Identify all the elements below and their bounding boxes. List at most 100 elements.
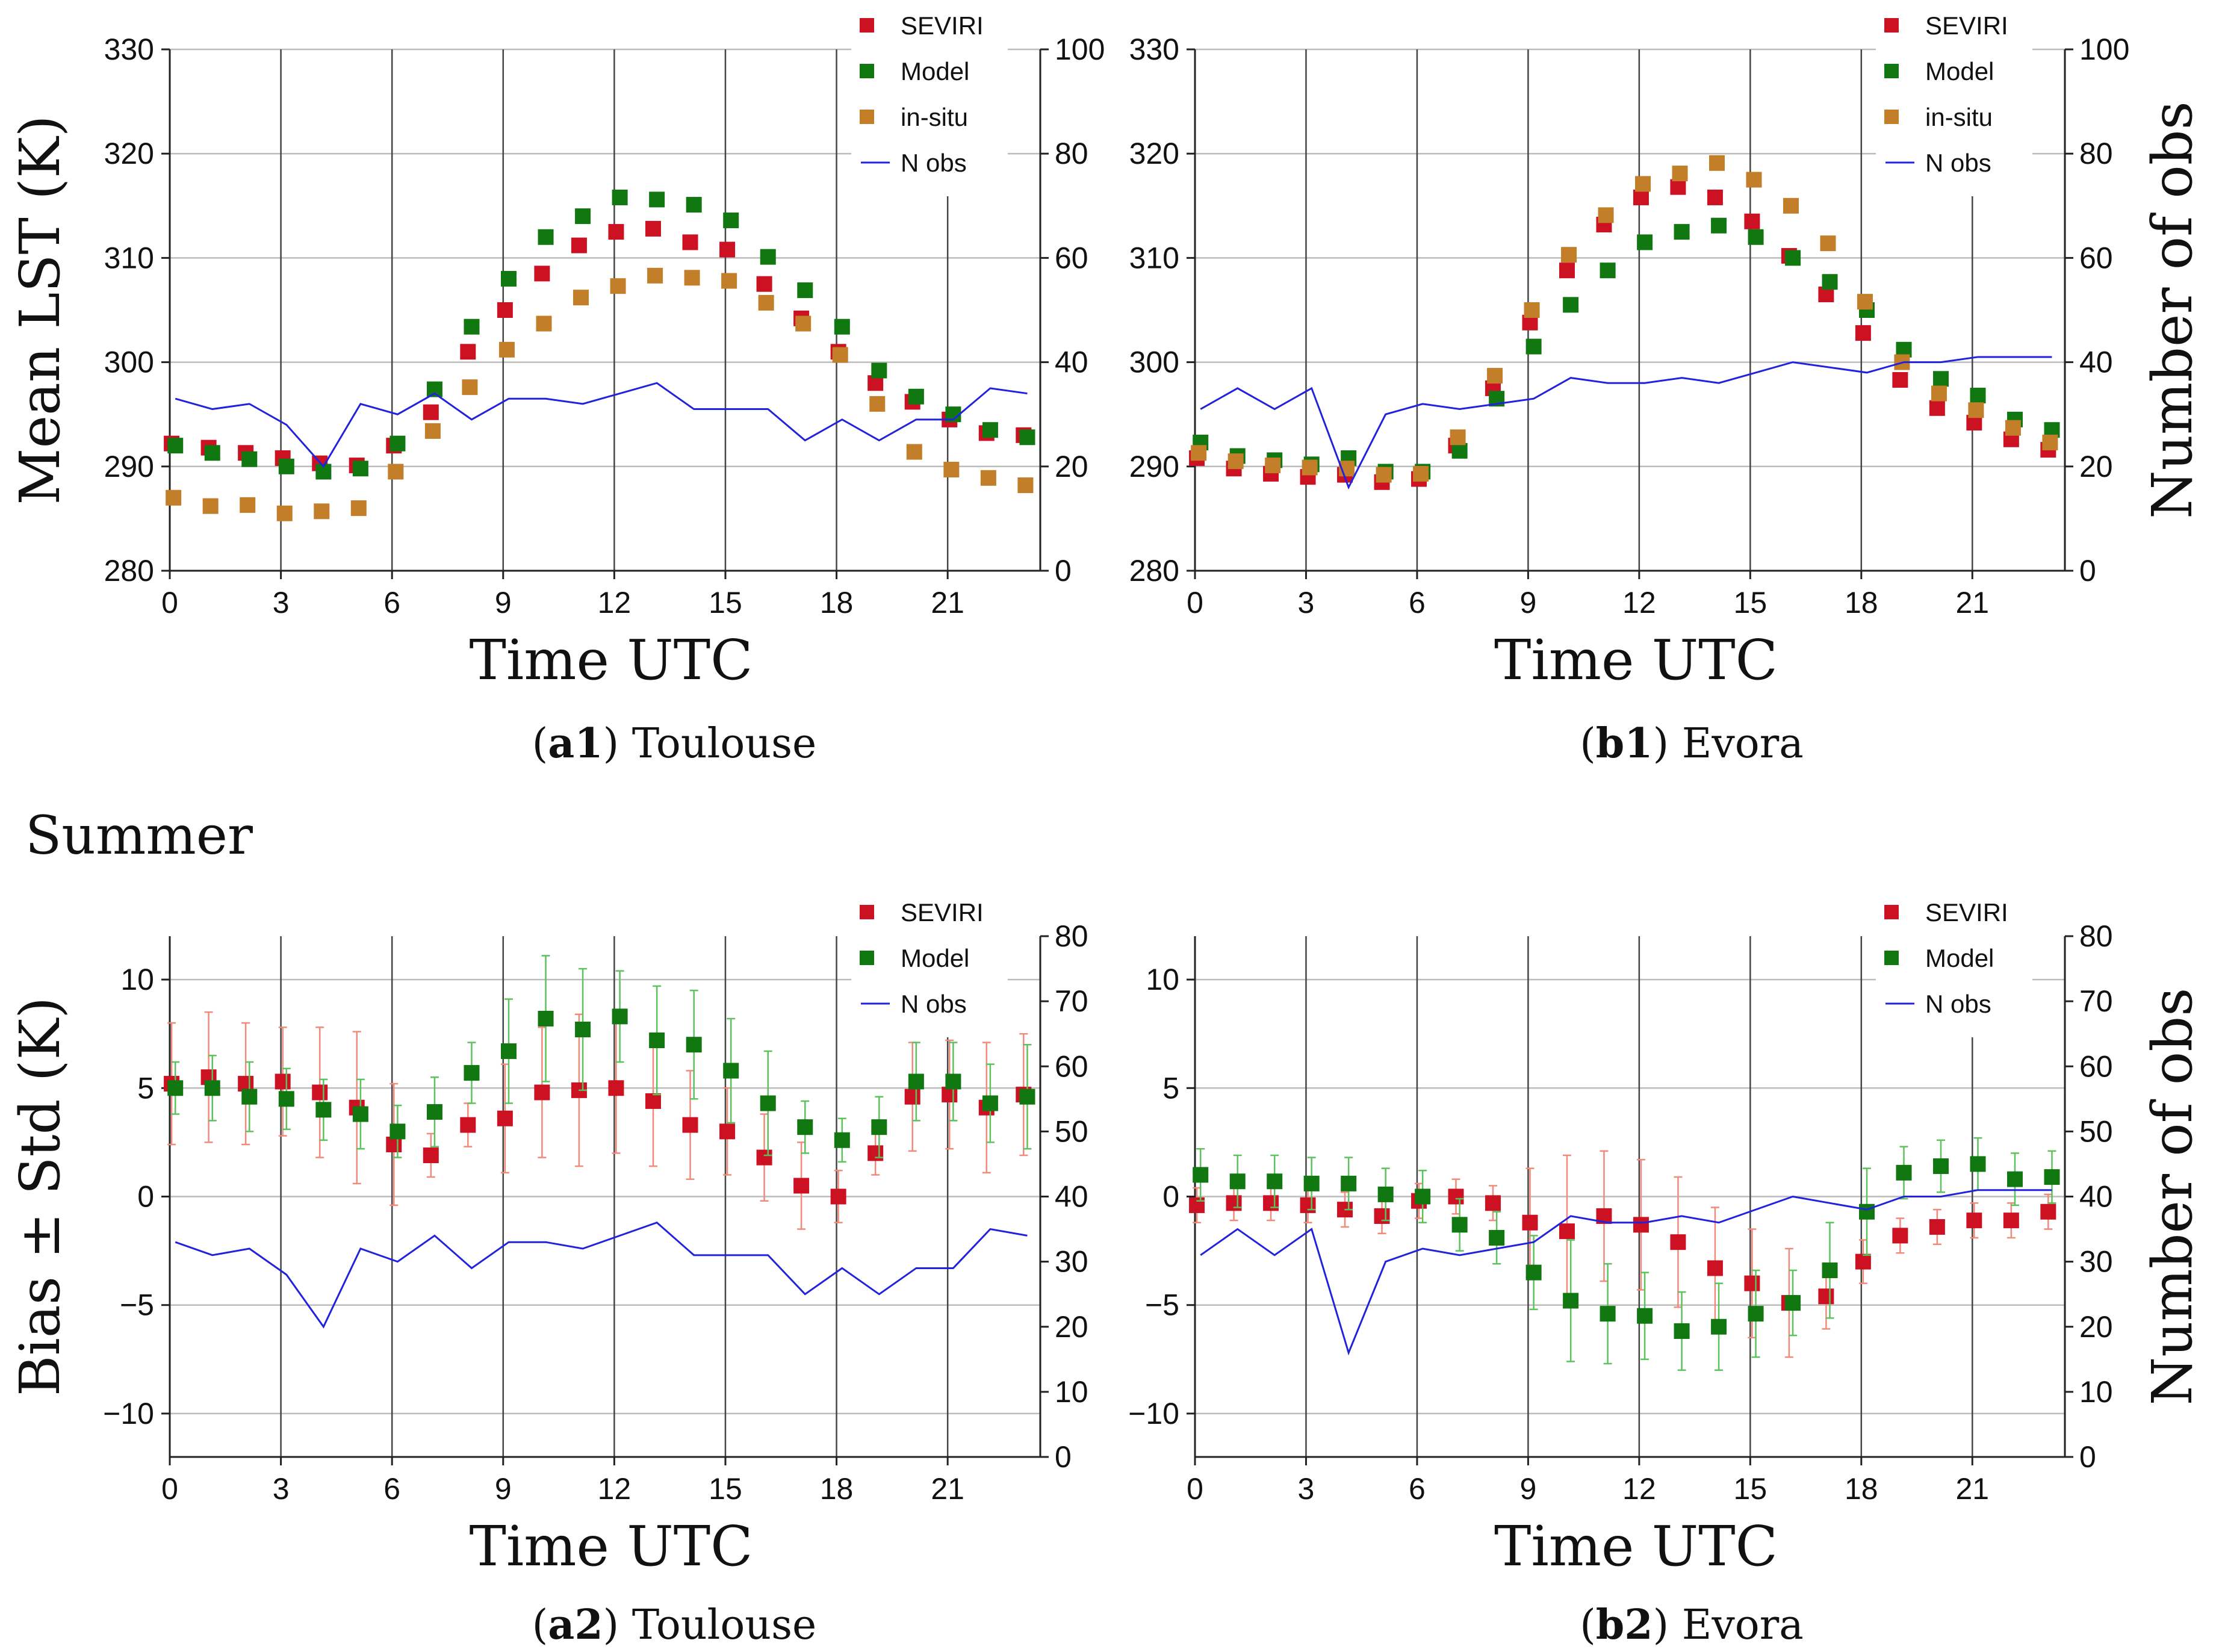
y2-tick-label: 70: [2079, 984, 2113, 1018]
x-tick-label: 6: [1409, 1472, 1426, 1506]
data-point-model: [1341, 1175, 1357, 1191]
nobs-line: [175, 1222, 1028, 1329]
data-point-seviri: [1892, 1228, 1908, 1244]
caption-label: a1: [548, 719, 603, 768]
data-point-model: [797, 1119, 813, 1135]
data-point-model: [2044, 1169, 2060, 1185]
data-point-insitu: [906, 444, 922, 460]
data-point-seviri: [534, 266, 550, 282]
data-point-insitu: [1857, 294, 1873, 310]
data-point-insitu: [388, 464, 404, 480]
data-point-seviri: [1226, 1195, 1242, 1211]
data-point-seviri: [1559, 1223, 1575, 1240]
x-axis-label: Time UTC: [1494, 1514, 1778, 1579]
data-point-seviri: [682, 234, 698, 250]
y-tick-label: 5: [1162, 1071, 1179, 1105]
x-tick-label: 6: [383, 586, 400, 620]
data-point-model: [1377, 1186, 1394, 1202]
x-tick-label: 3: [1298, 586, 1315, 620]
y-tick-label: 280: [104, 554, 154, 588]
caption-label: b1: [1596, 719, 1653, 768]
data-point-model: [1193, 1167, 1209, 1183]
data-point-insitu: [1302, 459, 1318, 476]
nobs-line: [1200, 1189, 2052, 1356]
data-point-model: [1563, 297, 1579, 313]
legend-swatch-insitu: [1884, 110, 1899, 124]
caption-label: b2: [1596, 1601, 1653, 1649]
data-point-model: [1859, 1203, 1875, 1220]
data-point-seviri: [1892, 372, 1908, 388]
data-point-seviri: [1300, 1197, 1316, 1213]
y2-tick-label: 50: [2079, 1114, 2113, 1148]
data-point-seviri: [460, 1117, 476, 1133]
data-point-seviri: [1707, 189, 1723, 205]
data-point-model: [1896, 1164, 1912, 1181]
legend-label-seviri: SEVIRI: [1925, 11, 2008, 40]
legend-swatch-model: [860, 64, 874, 78]
data-point-insitu: [1598, 207, 1614, 223]
legend-swatch-seviri: [860, 905, 874, 919]
y2-tick-label: 80: [1055, 137, 1088, 170]
data-point-model: [1019, 429, 1035, 446]
data-point-model: [1711, 217, 1727, 234]
y2-tick-label: 10: [1055, 1375, 1088, 1409]
data-point-insitu: [610, 278, 626, 294]
caption-label: a2: [548, 1601, 603, 1649]
data-point-model: [1637, 1308, 1653, 1324]
data-point-seviri: [1263, 1195, 1279, 1211]
data-point-insitu: [1746, 172, 1762, 188]
legend-label-seviri: SEVIRI: [1925, 898, 2008, 927]
nobs-line: [1200, 356, 2052, 490]
data-point-seviri: [645, 1093, 661, 1109]
data-point-model: [538, 229, 554, 245]
y2-tick-label: 60: [2079, 241, 2113, 275]
data-point-insitu: [1820, 235, 1836, 252]
data-point-model: [1822, 274, 1838, 290]
data-point-insitu: [1376, 467, 1392, 483]
data-point-seviri: [1633, 189, 1649, 205]
data-point-insitu: [1265, 458, 1281, 474]
y2-axis-label: Number of obs: [2140, 988, 2205, 1406]
data-point-seviri: [645, 220, 661, 237]
data-point-insitu: [462, 379, 478, 396]
data-point-seviri: [904, 1088, 920, 1105]
data-point-insitu: [1413, 465, 1429, 482]
x-tick-label: 18: [820, 586, 854, 620]
legend-label-insitu: in-situ: [1925, 103, 1993, 131]
data-point-model: [1229, 1173, 1246, 1190]
data-point-seviri: [608, 1080, 624, 1096]
x-axis-label: Time UTC: [469, 1514, 753, 1579]
data-point-seviri: [534, 1084, 550, 1101]
data-point-insitu: [684, 270, 700, 286]
x-tick-label: 21: [1955, 586, 1989, 620]
x-tick-label: 12: [598, 586, 632, 620]
data-point-insitu: [869, 396, 886, 412]
data-point-model: [167, 438, 184, 454]
data-point-model: [649, 191, 665, 208]
data-point-seviri: [1929, 1219, 1945, 1235]
data-point-seviri: [1670, 1234, 1686, 1250]
data-point-model: [723, 213, 739, 229]
data-point-insitu: [350, 500, 367, 517]
data-point-seviri: [756, 276, 772, 292]
x-tick-label: 0: [1187, 586, 1203, 620]
x-tick-label: 9: [495, 586, 512, 620]
x-tick-label: 18: [1845, 586, 1878, 620]
y-tick-label: −5: [120, 1288, 154, 1322]
y-axis-label: Mean LST (K): [8, 115, 72, 505]
data-point-insitu: [166, 489, 182, 506]
data-point-model: [871, 362, 887, 379]
data-point-insitu: [424, 423, 441, 439]
section-label: Summer: [25, 804, 253, 866]
data-point-seviri: [682, 1117, 698, 1133]
panel-caption: (a1) Toulouse: [532, 719, 817, 768]
data-point-model: [426, 381, 442, 397]
data-point-seviri: [423, 404, 439, 420]
data-point-insitu: [240, 497, 256, 513]
data-point-seviri: [571, 237, 587, 253]
series-insitu: [1191, 155, 2058, 483]
y2-tick-label: 30: [1055, 1245, 1088, 1279]
legend-swatch-insitu: [860, 110, 874, 124]
series-seviri: [1189, 179, 2056, 490]
data-point-insitu: [202, 498, 219, 514]
